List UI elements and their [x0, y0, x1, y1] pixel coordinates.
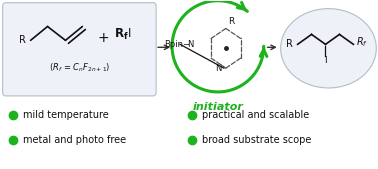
Text: Bpin: Bpin	[164, 40, 183, 49]
Text: mild temperature: mild temperature	[23, 110, 108, 120]
Text: ($R_f$ = $C_n$$F_{2n+1}$): ($R_f$ = $C_n$$F_{2n+1}$)	[49, 62, 110, 74]
Text: $\mathbf{R_f}$I: $\mathbf{R_f}$I	[113, 27, 131, 42]
Text: broad substrate scope: broad substrate scope	[202, 135, 311, 144]
Text: R: R	[19, 35, 26, 45]
Text: I: I	[324, 56, 327, 65]
Text: $R_f$: $R_f$	[356, 35, 369, 49]
Text: ─N: ─N	[183, 40, 194, 49]
Text: initiator: initiator	[192, 102, 243, 112]
Ellipse shape	[280, 9, 376, 88]
Text: R: R	[286, 39, 293, 49]
Text: +: +	[98, 31, 109, 45]
FancyBboxPatch shape	[3, 3, 156, 96]
Text: R: R	[228, 17, 234, 27]
Text: metal and photo free: metal and photo free	[23, 135, 126, 144]
Text: practical and scalable: practical and scalable	[202, 110, 309, 120]
Text: N: N	[215, 64, 222, 73]
